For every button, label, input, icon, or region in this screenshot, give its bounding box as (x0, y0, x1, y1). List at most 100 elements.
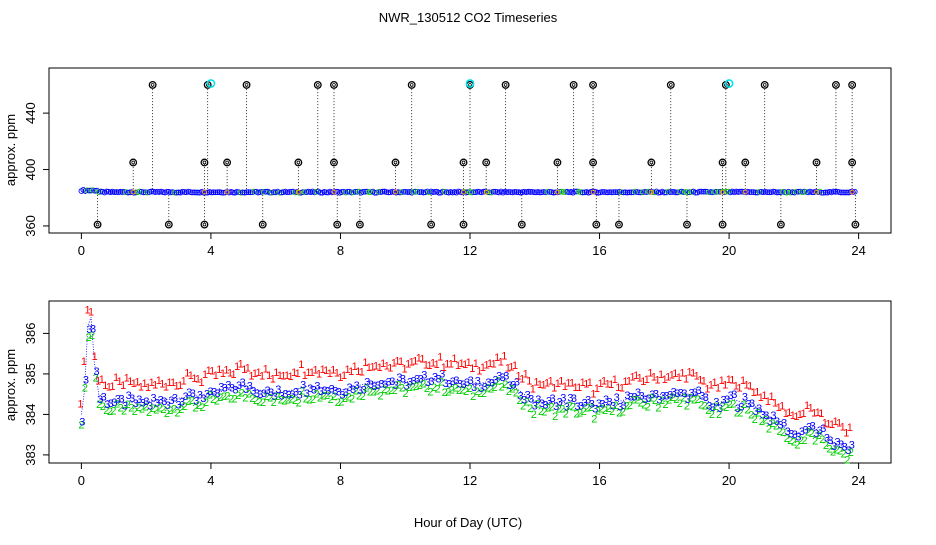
outlier-high-core (332, 83, 336, 87)
series-3-point: 3 (738, 401, 744, 413)
series-1-point: 1 (348, 366, 354, 378)
series-1-point: 1 (825, 418, 831, 430)
series-2-point: 2 (427, 387, 433, 399)
baseline-point (140, 189, 147, 196)
series-3-point: 3 (421, 369, 427, 381)
series-3-point: 3 (728, 390, 734, 402)
series-3-point: 3 (521, 395, 527, 407)
series-2-point: 2 (748, 409, 754, 421)
baseline-point (574, 188, 580, 195)
series-1-point: 1 (786, 407, 792, 419)
series-3-point: 3 (596, 398, 602, 410)
series-1-point: 1 (174, 380, 180, 392)
baseline-flag (224, 189, 230, 195)
outlier-high-core (668, 83, 673, 87)
series-3-point: 3 (272, 391, 278, 403)
series-2-point: 2 (484, 382, 490, 394)
series-1-point: 1 (441, 362, 447, 374)
baseline-point (230, 189, 236, 196)
baseline-point (766, 189, 773, 196)
series-3-point: 3 (500, 372, 506, 384)
series-2-point: 2 (502, 379, 508, 391)
baseline-point (127, 189, 133, 196)
outlier-low-core (520, 222, 524, 227)
series-3-point: 3 (535, 394, 541, 406)
series-1-point: 1 (605, 379, 611, 391)
series-2-point: 2 (178, 404, 184, 416)
baseline-point (770, 188, 776, 195)
series-3-point: 3 (311, 385, 317, 397)
series-1-point: 1 (195, 373, 201, 385)
series-2-point: 2 (670, 392, 676, 404)
series-3-point: 3 (778, 419, 784, 431)
series-3-point: 3 (507, 380, 513, 392)
outlier-mid-core (649, 160, 654, 165)
baseline-flag (648, 189, 654, 195)
baseline-point (167, 189, 174, 196)
series-1-point: 1 (776, 402, 782, 414)
series-3-point: 3 (240, 377, 246, 389)
baseline-point (111, 189, 118, 196)
series-2-point: 2 (313, 389, 319, 401)
series-1-point: 1 (466, 357, 472, 369)
series-3-point: 3 (635, 387, 641, 399)
series-2-point: 2 (349, 393, 355, 405)
series-2-point: 2 (634, 394, 640, 406)
outlier-high (760, 80, 769, 89)
series-2-point: 2 (666, 395, 672, 407)
baseline-point (628, 189, 635, 196)
outlier-mid (129, 158, 138, 167)
series-2-point: 2 (142, 401, 148, 413)
series-1-point: 1 (206, 365, 212, 377)
series-1-point: 1 (166, 377, 172, 389)
outlier-mid-core (484, 160, 488, 165)
series-2-point: 2 (342, 393, 348, 405)
series-2-point: 2 (677, 398, 683, 410)
series-3-point: 3 (471, 382, 477, 394)
series-3-point: 3 (621, 400, 627, 412)
series-1-point: 1 (188, 370, 194, 382)
baseline-point (603, 189, 609, 196)
outlier-mid (459, 158, 468, 167)
baseline-flag (201, 189, 207, 195)
series-1-point: 1 (843, 427, 849, 439)
baseline-point (103, 188, 110, 195)
baseline-point (717, 188, 724, 195)
x-tick-label-bottom: 24 (851, 473, 865, 488)
series-1-point: 1 (847, 422, 853, 434)
outlier-low (776, 220, 785, 229)
series-1-point: 1 (569, 377, 575, 389)
baseline-point (214, 189, 221, 196)
baseline-point (329, 189, 335, 196)
outlier-high-core (850, 83, 854, 87)
baseline-point (484, 189, 491, 196)
outlier-mid (482, 158, 491, 167)
series-3-point: 3 (332, 386, 338, 398)
series-2-point: 2 (100, 401, 106, 413)
series-2-point: 2 (260, 397, 266, 409)
series-3-point: 3 (482, 381, 488, 393)
outlier-high-core (409, 83, 414, 87)
series-1-point: 1 (822, 418, 828, 430)
baseline-point (404, 189, 411, 195)
baseline-point (702, 188, 708, 195)
series-2-point: 2 (513, 387, 519, 399)
baseline-point (436, 189, 442, 196)
baseline-point (706, 189, 712, 196)
outlier-high-core (150, 83, 155, 87)
baseline-flag (849, 189, 855, 195)
series-3-point: 3 (560, 393, 566, 405)
baseline-point (556, 188, 563, 195)
series-2-point: 2 (616, 408, 622, 420)
series-1-point: 1 (711, 377, 717, 389)
series-1-point: 1 (198, 377, 204, 389)
series-1-point: 1 (377, 362, 383, 374)
series-3-point: 3 (161, 396, 167, 408)
baseline-point (673, 189, 679, 196)
series-3-point: 3 (86, 324, 92, 336)
series-3-point: 3 (275, 384, 281, 396)
series-2-point: 2 (378, 391, 384, 403)
outlier-mid (391, 158, 400, 167)
series-2-point: 2 (506, 386, 512, 398)
series-2-point: 2 (164, 408, 170, 420)
